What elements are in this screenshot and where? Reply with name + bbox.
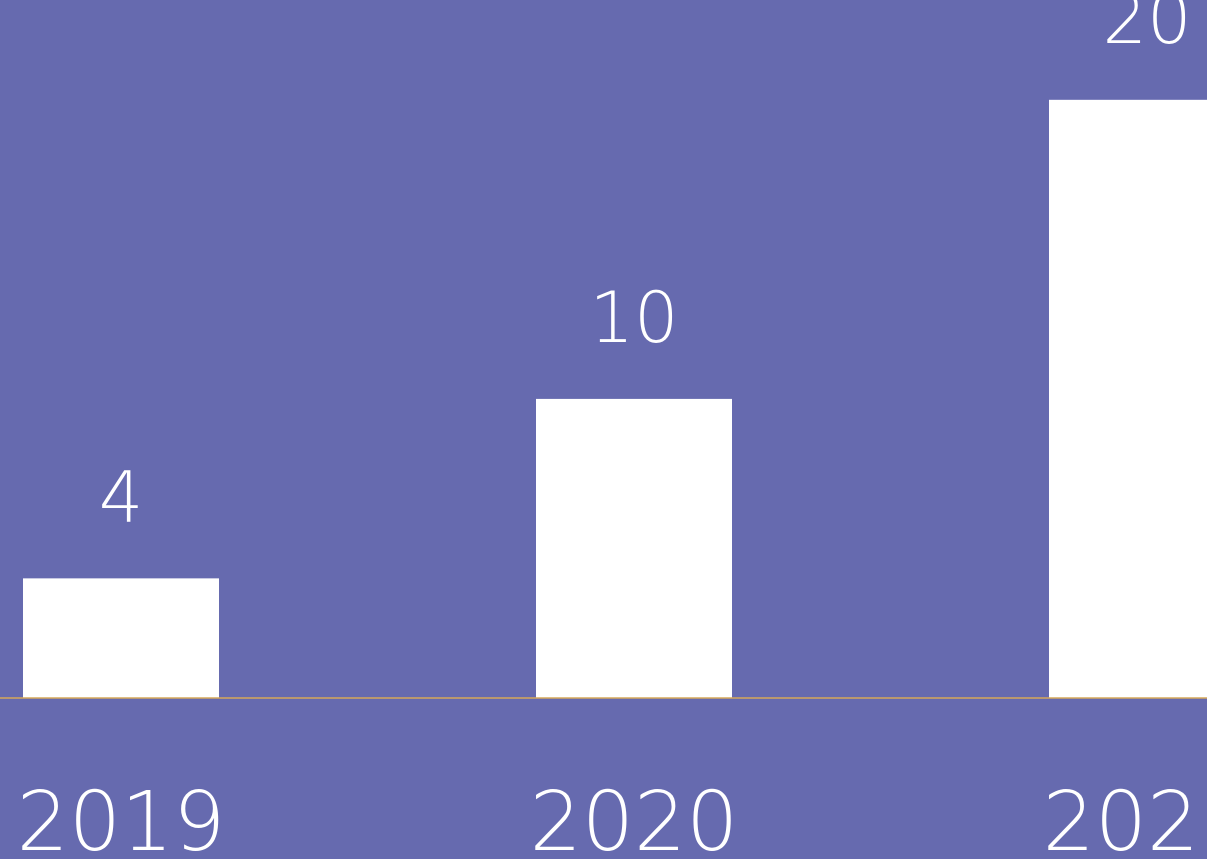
bar-2019 bbox=[23, 578, 219, 698]
value-labels-layer: 4 10 20 bbox=[99, 0, 1192, 538]
data-label-2019: 4 bbox=[99, 456, 144, 538]
bar-2020 bbox=[536, 398, 732, 698]
bar-2021 bbox=[1049, 99, 1207, 699]
data-label-2020: 10 bbox=[589, 277, 678, 359]
bars-layer bbox=[23, 99, 1207, 699]
x-tick-label-2019: 2019 bbox=[17, 775, 226, 859]
category-labels-layer: 2019 2020 2021 bbox=[17, 775, 1207, 859]
data-label-2021: 20 bbox=[1102, 0, 1191, 60]
x-tick-label-2021: 2021 bbox=[1043, 775, 1207, 859]
x-tick-label-2020: 2020 bbox=[530, 775, 739, 859]
